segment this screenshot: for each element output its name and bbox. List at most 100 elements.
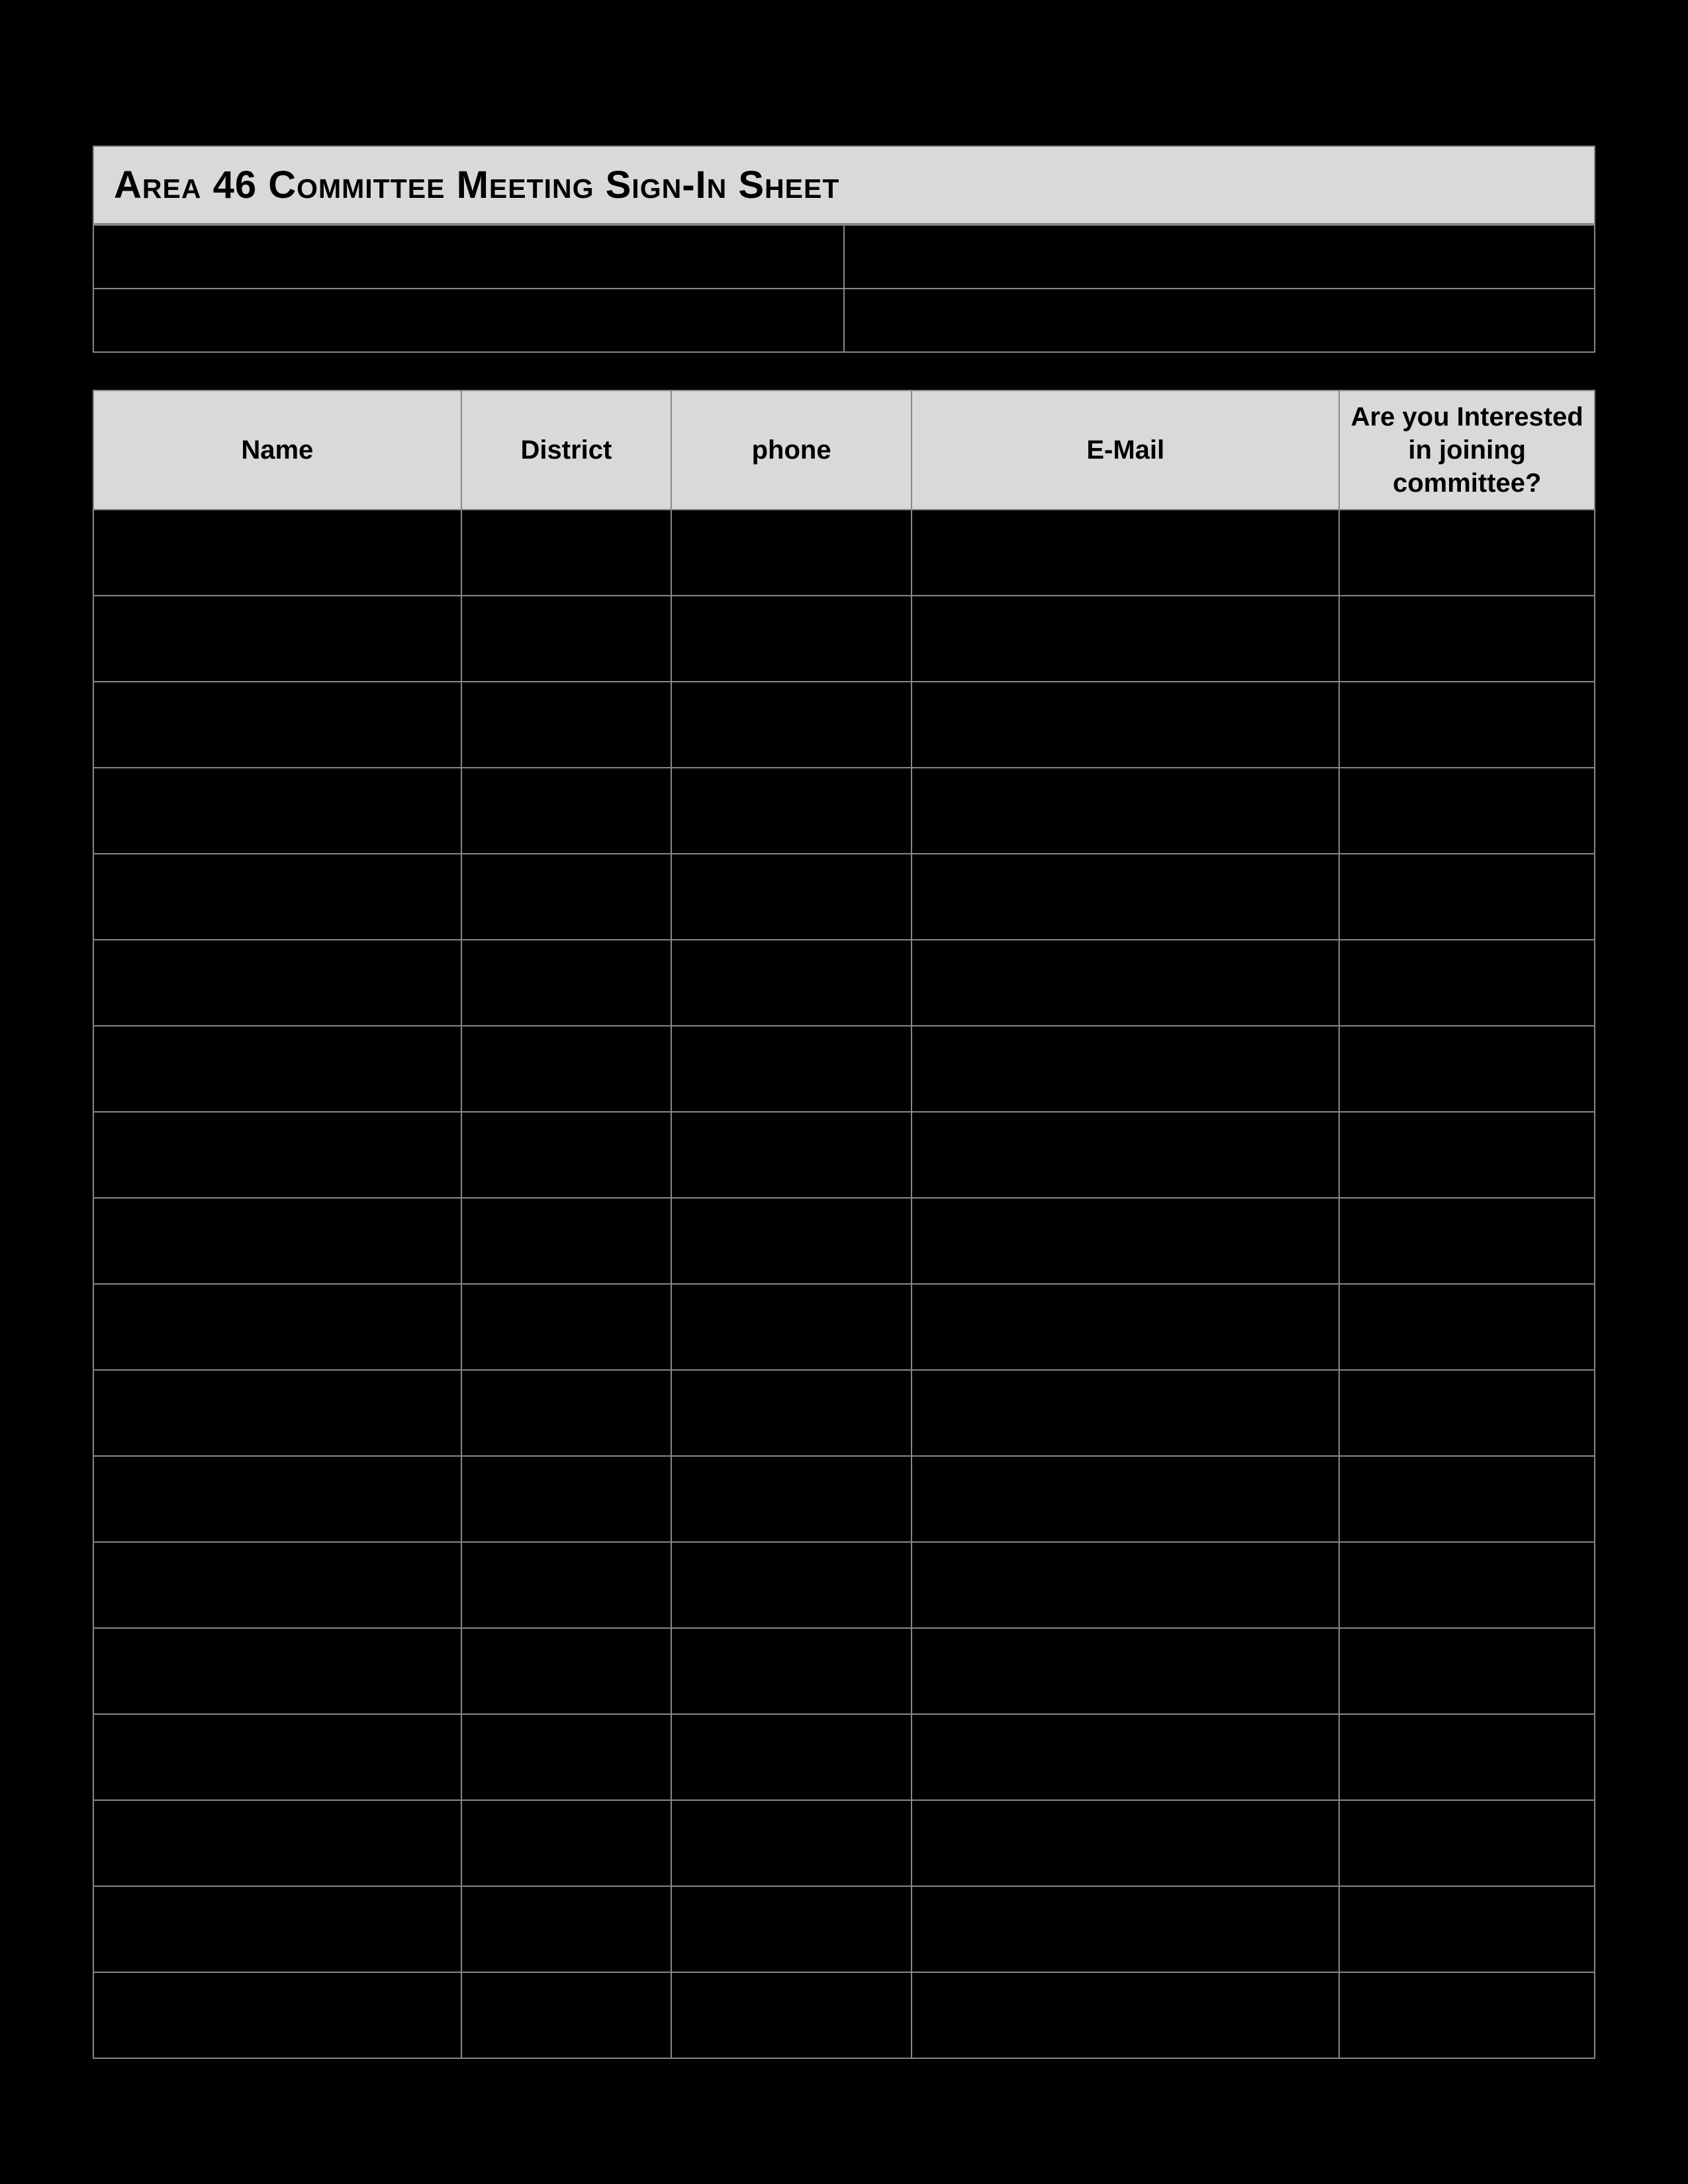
table-cell-district[interactable]: [461, 768, 672, 854]
table-cell-district[interactable]: [461, 1370, 672, 1456]
table-cell-email[interactable]: [912, 1800, 1339, 1886]
table-cell-name[interactable]: [93, 1456, 461, 1542]
table-cell-interest[interactable]: [1339, 1714, 1595, 1800]
table-cell-interest[interactable]: [1339, 1026, 1595, 1112]
meta-cell[interactable]: [844, 225, 1595, 289]
table-cell-phone[interactable]: [671, 1800, 912, 1886]
table-cell-name[interactable]: [93, 1370, 461, 1456]
table-row: [93, 1972, 1595, 2058]
table-cell-email[interactable]: [912, 1026, 1339, 1112]
table-cell-email[interactable]: [912, 596, 1339, 682]
table-cell-interest[interactable]: [1339, 1972, 1595, 2058]
table-cell-name[interactable]: [93, 682, 461, 768]
table-cell-email[interactable]: [912, 1112, 1339, 1198]
table-row: [93, 1714, 1595, 1800]
table-cell-district[interactable]: [461, 682, 672, 768]
table-cell-district[interactable]: [461, 1886, 672, 1972]
table-cell-district[interactable]: [461, 1112, 672, 1198]
table-cell-district[interactable]: [461, 1972, 672, 2058]
table-cell-email[interactable]: [912, 768, 1339, 854]
meta-cell[interactable]: [93, 225, 844, 289]
table-cell-interest[interactable]: [1339, 1542, 1595, 1628]
table-cell-interest[interactable]: [1339, 1284, 1595, 1370]
table-cell-interest[interactable]: [1339, 510, 1595, 596]
table-cell-name[interactable]: [93, 1542, 461, 1628]
table-cell-interest[interactable]: [1339, 1112, 1595, 1198]
table-cell-phone[interactable]: [671, 1456, 912, 1542]
table-cell-email[interactable]: [912, 510, 1339, 596]
table-cell-phone[interactable]: [671, 1198, 912, 1284]
table-cell-phone[interactable]: [671, 1026, 912, 1112]
table-cell-name[interactable]: [93, 940, 461, 1026]
meta-table: [93, 224, 1595, 353]
table-cell-district[interactable]: [461, 596, 672, 682]
table-cell-email[interactable]: [912, 940, 1339, 1026]
table-cell-phone[interactable]: [671, 1284, 912, 1370]
table-cell-phone[interactable]: [671, 854, 912, 940]
table-row: [93, 1112, 1595, 1198]
meta-cell[interactable]: [844, 289, 1595, 352]
table-cell-name[interactable]: [93, 1628, 461, 1714]
signin-table: NameDistrictphoneE-MailAre you Intereste…: [93, 390, 1595, 2059]
table-cell-phone[interactable]: [671, 1542, 912, 1628]
table-cell-phone[interactable]: [671, 1714, 912, 1800]
table-cell-interest[interactable]: [1339, 940, 1595, 1026]
table-cell-email[interactable]: [912, 682, 1339, 768]
table-cell-interest[interactable]: [1339, 682, 1595, 768]
table-cell-phone[interactable]: [671, 1370, 912, 1456]
table-cell-email[interactable]: [912, 1886, 1339, 1972]
table-cell-email[interactable]: [912, 1714, 1339, 1800]
table-cell-interest[interactable]: [1339, 1456, 1595, 1542]
table-cell-name[interactable]: [93, 1800, 461, 1886]
table-cell-phone[interactable]: [671, 596, 912, 682]
table-cell-district[interactable]: [461, 1628, 672, 1714]
table-cell-name[interactable]: [93, 1112, 461, 1198]
table-cell-email[interactable]: [912, 1542, 1339, 1628]
table-cell-district[interactable]: [461, 510, 672, 596]
table-cell-interest[interactable]: [1339, 1886, 1595, 1972]
table-cell-interest[interactable]: [1339, 768, 1595, 854]
table-cell-phone[interactable]: [671, 1972, 912, 2058]
table-cell-phone[interactable]: [671, 1886, 912, 1972]
table-cell-district[interactable]: [461, 1456, 672, 1542]
table-cell-name[interactable]: [93, 1972, 461, 2058]
table-cell-district[interactable]: [461, 1714, 672, 1800]
table-cell-phone[interactable]: [671, 682, 912, 768]
table-cell-name[interactable]: [93, 1714, 461, 1800]
table-cell-interest[interactable]: [1339, 596, 1595, 682]
table-cell-phone[interactable]: [671, 1628, 912, 1714]
table-cell-name[interactable]: [93, 1886, 461, 1972]
table-cell-email[interactable]: [912, 1198, 1339, 1284]
table-cell-email[interactable]: [912, 1456, 1339, 1542]
table-cell-interest[interactable]: [1339, 1370, 1595, 1456]
table-cell-name[interactable]: [93, 1284, 461, 1370]
table-cell-phone[interactable]: [671, 1112, 912, 1198]
table-cell-email[interactable]: [912, 1284, 1339, 1370]
table-cell-district[interactable]: [461, 854, 672, 940]
table-cell-district[interactable]: [461, 1542, 672, 1628]
table-cell-email[interactable]: [912, 854, 1339, 940]
table-cell-name[interactable]: [93, 510, 461, 596]
table-cell-email[interactable]: [912, 1972, 1339, 2058]
table-cell-name[interactable]: [93, 1026, 461, 1112]
table-cell-district[interactable]: [461, 1284, 672, 1370]
column-header-interest: Are you Interested in joining committee?: [1339, 390, 1595, 510]
table-cell-district[interactable]: [461, 1198, 672, 1284]
table-cell-district[interactable]: [461, 940, 672, 1026]
table-cell-phone[interactable]: [671, 768, 912, 854]
table-cell-phone[interactable]: [671, 510, 912, 596]
table-cell-email[interactable]: [912, 1628, 1339, 1714]
table-cell-email[interactable]: [912, 1370, 1339, 1456]
table-cell-name[interactable]: [93, 1198, 461, 1284]
table-cell-interest[interactable]: [1339, 1628, 1595, 1714]
meta-cell[interactable]: [93, 289, 844, 352]
table-cell-district[interactable]: [461, 1026, 672, 1112]
table-cell-name[interactable]: [93, 854, 461, 940]
table-cell-district[interactable]: [461, 1800, 672, 1886]
table-cell-phone[interactable]: [671, 940, 912, 1026]
table-cell-name[interactable]: [93, 596, 461, 682]
table-cell-interest[interactable]: [1339, 1198, 1595, 1284]
table-cell-name[interactable]: [93, 768, 461, 854]
table-cell-interest[interactable]: [1339, 854, 1595, 940]
table-cell-interest[interactable]: [1339, 1800, 1595, 1886]
